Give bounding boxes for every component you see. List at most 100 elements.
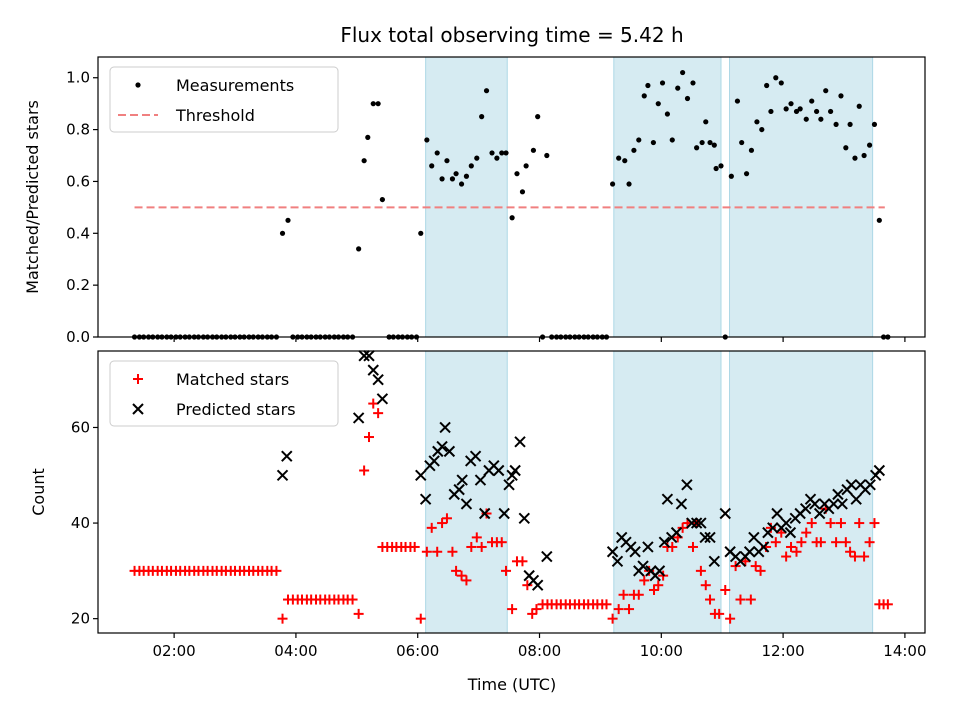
measurement-point <box>734 98 741 104</box>
predicted-star-mark-b <box>606 546 619 558</box>
measurement-point <box>694 145 700 151</box>
predicted-star-point <box>460 498 473 510</box>
measurement-point <box>503 150 509 156</box>
predicted-star-mark-b <box>514 436 526 448</box>
measurement-point <box>871 121 878 128</box>
predicted-star-point <box>743 546 756 558</box>
bottom-legend-box <box>109 360 339 427</box>
predicted-star-point <box>813 507 826 520</box>
predicted-star-point <box>415 469 427 481</box>
measurement-point <box>861 152 867 159</box>
predicted-star-mark-b <box>642 541 654 553</box>
measurement-point <box>509 215 515 221</box>
measurement-point <box>279 230 286 236</box>
measurement-point <box>356 246 362 252</box>
measurement-point <box>809 98 815 104</box>
matched-star-point <box>639 575 650 586</box>
legend-label: Threshold <box>175 106 255 125</box>
predicted-star-point <box>719 507 731 520</box>
measurement-point <box>675 85 681 91</box>
predicted-star-mark-b <box>518 512 530 524</box>
predicted-star-point <box>514 436 526 448</box>
measurement-point <box>754 119 760 125</box>
measurement-point <box>489 150 495 156</box>
predicted-star-mark-b <box>864 479 876 491</box>
predicted-star-point <box>419 493 432 505</box>
top-y-tick-label: 0.0 <box>66 328 90 346</box>
legend-label: Predicted stars <box>176 400 296 419</box>
matched-star-point <box>720 584 731 595</box>
matched-star-point <box>481 508 492 519</box>
measurement-point <box>788 101 794 107</box>
predicted-star-mark-b <box>813 507 826 520</box>
matched-star-point <box>806 518 817 529</box>
measurement-point <box>544 152 550 159</box>
predicted-star-point <box>767 522 779 534</box>
matched-star-point <box>363 432 374 443</box>
measurement-point <box>494 155 500 161</box>
predicted-star-mark-b <box>358 350 370 362</box>
measurement-point <box>418 230 424 236</box>
predicted-star-point <box>469 450 482 462</box>
predicted-star-mark-b <box>443 445 456 458</box>
measurement-point <box>797 106 803 112</box>
bottom-panel: 02:00 04:00 06:00 08:00 10:00 12:00 14:00 20 40 6… <box>71 350 927 660</box>
matched-star-point <box>359 465 370 476</box>
measurement-point <box>645 82 651 89</box>
matched-star-point <box>700 580 711 591</box>
predicted-star-mark-b <box>629 546 641 558</box>
predicted-star-point <box>873 464 886 477</box>
top-axes-frame <box>97 56 926 338</box>
measurement-point <box>739 139 745 146</box>
predicted-star-point <box>784 526 797 539</box>
measurement-point <box>444 158 450 164</box>
matched-star-point <box>687 541 698 552</box>
measurement-point <box>768 108 774 115</box>
predicted-star-mark-b <box>474 474 487 486</box>
predicted-star-mark-b <box>699 531 711 544</box>
x-tick-label: 14:00 <box>883 642 926 660</box>
predicted-star-point <box>708 555 720 568</box>
bottom-shaded-interval <box>425 350 508 634</box>
legend-label: Measurements <box>176 76 294 95</box>
measurement-point <box>379 196 385 203</box>
matched-star-point <box>825 518 836 529</box>
measurement-point <box>814 108 820 115</box>
measurement-point <box>523 163 529 169</box>
predicted-star-point <box>611 555 624 568</box>
matched-star-point <box>531 604 542 615</box>
measurement-point <box>707 139 713 146</box>
predicted-star-point <box>358 350 370 362</box>
bottom-y-tick-label: 40 <box>71 514 90 532</box>
predicted-star-point <box>748 531 760 544</box>
predicted-star-mark-b <box>531 579 544 591</box>
matched-star-point <box>471 532 482 543</box>
top-y-tick-label: 1.0 <box>66 69 90 87</box>
measurement-point <box>535 114 541 120</box>
matched-star-point <box>695 565 706 576</box>
measurement-point <box>847 121 853 128</box>
matched-star-point <box>409 541 420 552</box>
measurement-point <box>764 82 770 89</box>
predicted-star-mark-b <box>704 531 716 544</box>
matched-star-point <box>421 546 432 557</box>
chart-title: Flux total observing time = 5.42 h <box>340 23 683 47</box>
measurement-point <box>783 106 789 112</box>
predicted-star-point <box>367 364 379 376</box>
measurement-point <box>690 80 696 86</box>
predicted-star-mark-b <box>708 555 720 568</box>
x-tick-label: 12:00 <box>761 642 804 660</box>
top-y-tick-label: 0.4 <box>66 224 90 242</box>
measurement-point <box>285 217 291 223</box>
measurement-point <box>711 142 717 148</box>
bottom-y-tick-label: 20 <box>71 610 90 628</box>
matched-star-point <box>644 565 655 576</box>
matched-star-point <box>770 537 781 548</box>
matched-star-point <box>845 546 856 557</box>
measurement-point <box>483 88 490 94</box>
predicted-star-point <box>850 493 862 505</box>
measurement-point <box>684 95 691 102</box>
predicted-star-mark-b <box>670 526 683 539</box>
matched-star-point <box>607 613 618 624</box>
matched-star-point <box>624 604 635 615</box>
